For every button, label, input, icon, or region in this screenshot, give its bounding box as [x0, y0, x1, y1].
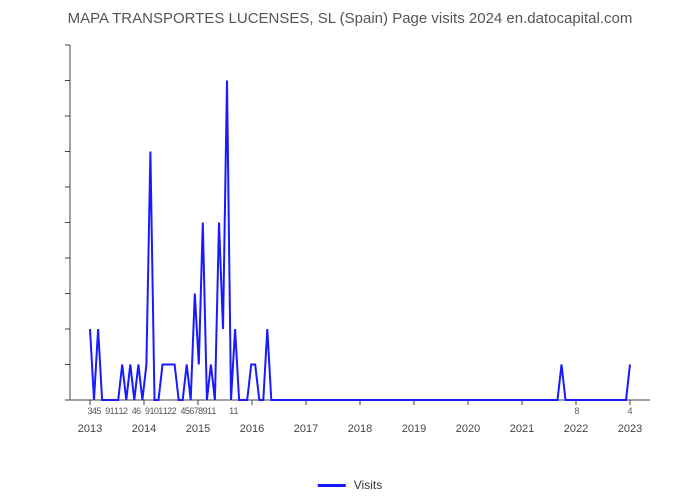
chart-svg: 0123456789102013201420152016201720182019… [60, 40, 660, 460]
svg-text:1: 1 [234, 406, 239, 416]
svg-text:2015: 2015 [186, 423, 210, 435]
svg-text:2018: 2018 [348, 423, 372, 435]
chart-title: MAPA TRANSPORTES LUCENSES, SL (Spain) Pa… [0, 10, 700, 27]
svg-text:2016: 2016 [240, 423, 264, 435]
svg-text:2023: 2023 [618, 423, 642, 435]
svg-text:2: 2 [172, 406, 177, 416]
svg-text:5: 5 [96, 406, 101, 416]
svg-text:2019: 2019 [402, 423, 426, 435]
chart-plot: 0123456789102013201420152016201720182019… [60, 40, 660, 420]
legend: Visits [318, 478, 382, 492]
svg-text:2014: 2014 [132, 423, 156, 435]
svg-text:6: 6 [136, 406, 141, 416]
svg-text:2017: 2017 [294, 423, 318, 435]
legend-swatch [318, 484, 346, 487]
svg-text:2013: 2013 [78, 423, 102, 435]
svg-text:2020: 2020 [456, 423, 480, 435]
svg-text:1: 1 [211, 406, 216, 416]
svg-text:4: 4 [627, 406, 632, 416]
legend-label: Visits [354, 478, 382, 492]
svg-text:2022: 2022 [564, 423, 588, 435]
svg-text:2: 2 [123, 406, 128, 416]
svg-text:2021: 2021 [510, 423, 534, 435]
svg-text:8: 8 [574, 406, 579, 416]
